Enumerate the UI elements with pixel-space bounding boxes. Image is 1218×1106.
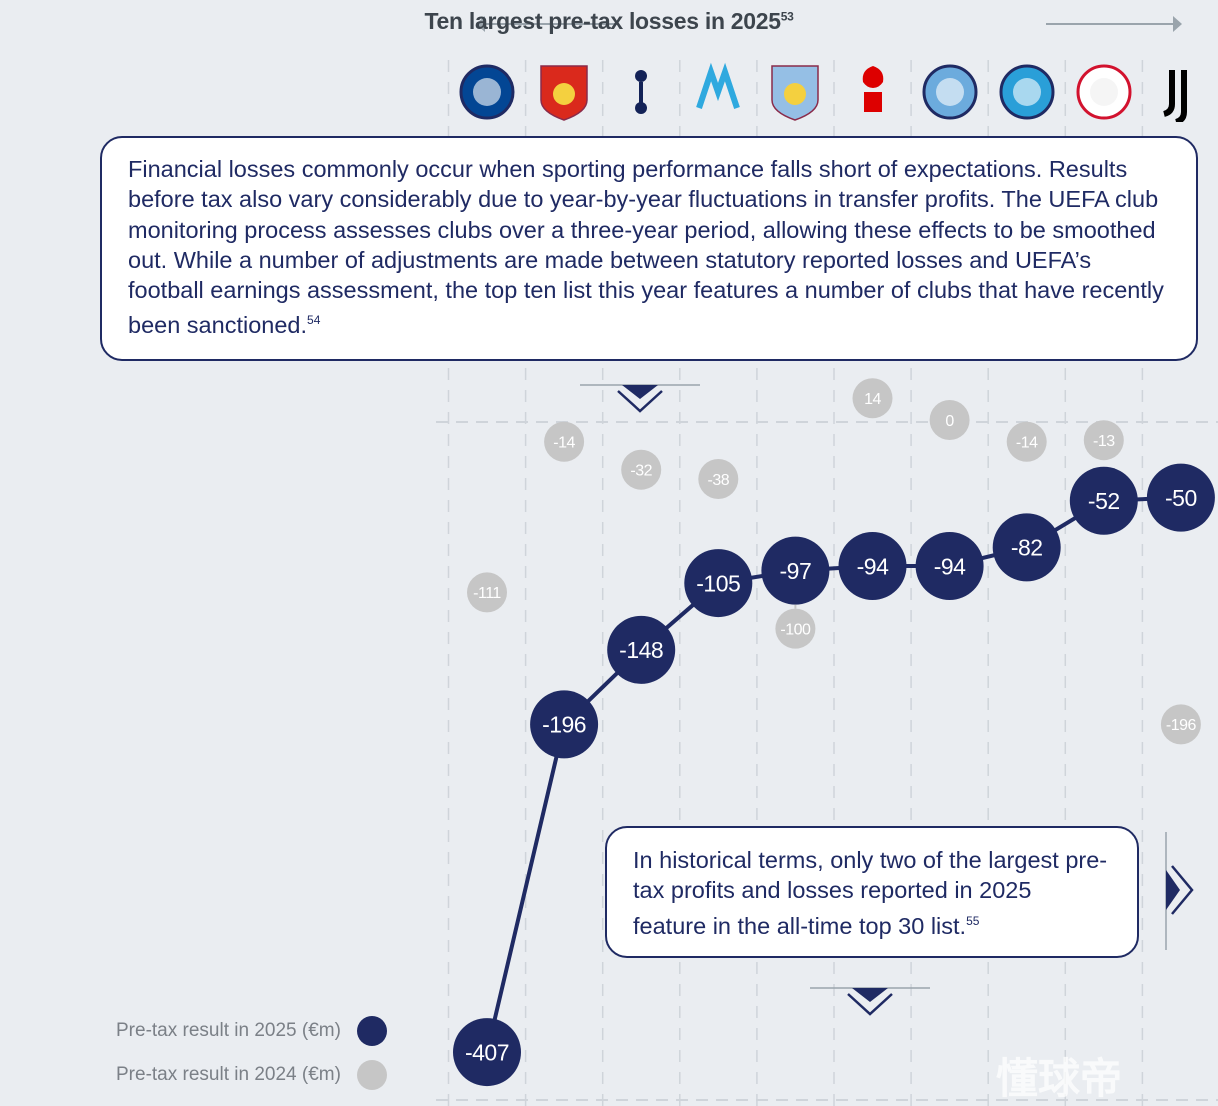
series-2024-label: -14	[1016, 435, 1038, 452]
series-2024-point	[1160, 704, 1201, 745]
chart-title: Ten largest pre-tax losses in 202553	[424, 8, 794, 34]
chevron-fill	[622, 385, 658, 399]
series-2025-point	[992, 513, 1061, 582]
series-2025-point	[761, 536, 830, 605]
juventus-crest-icon	[1152, 62, 1210, 122]
series-2025-label: -97	[780, 558, 812, 584]
series-2024-point	[852, 378, 893, 419]
series-2024-point	[698, 459, 739, 500]
series-2025-label: -148	[619, 637, 663, 663]
series-line-2025	[485, 495, 1181, 1053]
chevron-fill	[1166, 870, 1180, 910]
series-2025-point	[607, 615, 676, 684]
legend-dot-2025	[356, 1016, 387, 1046]
series-2024-label: -100	[780, 621, 811, 638]
legend-2024: Pre-tax result in 2024 (€m)	[116, 1060, 387, 1090]
series-2025-label: -407	[465, 1039, 509, 1065]
chevron-stroke	[617, 390, 663, 413]
legend-dot-2024	[356, 1060, 387, 1090]
series-2024-point	[775, 608, 816, 649]
lyon-crest-icon	[535, 62, 593, 122]
right-arrow-icon	[1046, 16, 1182, 32]
series-2025-label: -50	[1165, 485, 1197, 511]
series-2025-label: -196	[542, 712, 586, 738]
legend-2025: Pre-tax result in 2025 (€m)	[116, 1016, 387, 1046]
intro-callout: Financial losses commonly occur when spo…	[100, 136, 1198, 361]
note-callout: In historical terms, only two of the lar…	[605, 826, 1139, 958]
series-2024-label: -196	[1166, 717, 1197, 734]
series-2025-point	[915, 531, 984, 600]
aston-villa-crest-icon	[766, 62, 824, 122]
series-2025-label: -94	[857, 553, 889, 579]
left-arrow-icon	[476, 16, 618, 32]
marseille-crest-icon	[689, 62, 747, 122]
series-2024-label: -32	[630, 462, 652, 479]
manchester-city-crest-icon	[921, 62, 979, 122]
chevron-stroke	[847, 993, 893, 1016]
series-2024-label: -14	[553, 435, 575, 452]
ajax-crest-icon	[1075, 62, 1133, 122]
series-2025-point	[530, 690, 599, 759]
series-2025-point	[453, 1018, 521, 1087]
chevron-stroke	[1171, 865, 1194, 915]
series-2025-label: -82	[1011, 535, 1043, 561]
series-2025-point	[684, 549, 753, 618]
series-2025-point	[838, 531, 907, 600]
series-2024-point	[1083, 420, 1124, 461]
series-2024-point	[621, 449, 662, 490]
series-2025-label: -105	[696, 570, 740, 596]
series-2025-point	[1146, 463, 1215, 532]
series-2024-point	[929, 400, 970, 440]
next-chevron-icon	[1165, 832, 1194, 950]
series-2025-label: -94	[934, 553, 966, 579]
tottenham-crest-icon	[612, 62, 670, 122]
scroll-down-chevron-icon	[810, 987, 930, 1016]
series-2024-point	[467, 572, 507, 613]
strasbourg-crest-icon	[998, 62, 1056, 122]
series-2024-label: 0	[945, 413, 954, 430]
series-2024-label: -111	[473, 585, 501, 602]
chelsea-crest-icon	[458, 62, 516, 122]
series-2024-label: -13	[1093, 433, 1115, 450]
series-2024-point	[1006, 421, 1047, 462]
series-2024-label: 14	[864, 391, 881, 408]
series-2025-label: -52	[1088, 488, 1120, 514]
series-2024-label: -38	[707, 472, 729, 489]
scroll-down-chevron-icon	[580, 384, 700, 413]
chevron-fill	[852, 988, 888, 1002]
watermark: 懂球帝	[996, 1055, 1123, 1102]
series-2024-point	[544, 421, 585, 462]
series-2025-point	[1069, 466, 1138, 535]
nottingham-forest-crest-icon	[844, 62, 902, 122]
